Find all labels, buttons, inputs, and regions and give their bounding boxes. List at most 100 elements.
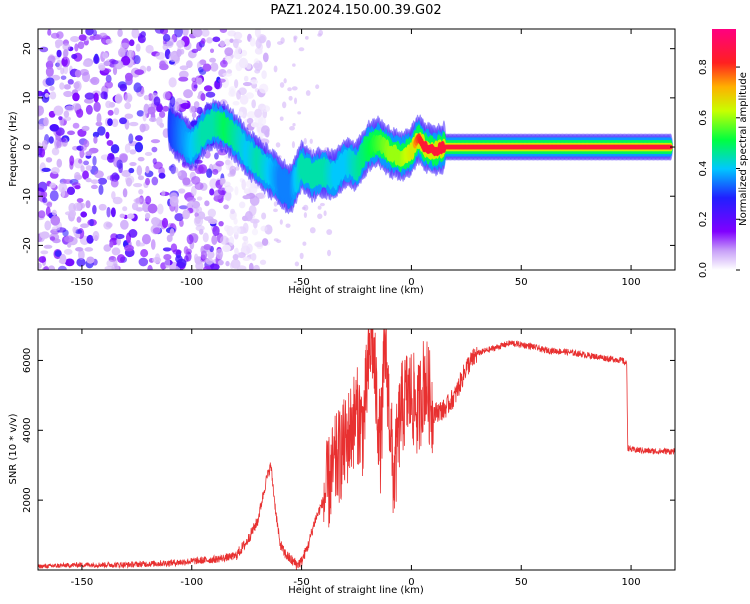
noise-blob bbox=[72, 122, 80, 129]
x-tick-label: -50 bbox=[293, 277, 309, 288]
noise-blob bbox=[62, 43, 71, 51]
noise-blob bbox=[250, 218, 260, 224]
noise-blob bbox=[110, 207, 116, 218]
noise-blob bbox=[266, 39, 271, 49]
noise-blob bbox=[116, 237, 122, 246]
noise-blob bbox=[92, 204, 97, 215]
noise-blob bbox=[205, 257, 214, 265]
noise-blob bbox=[64, 235, 74, 243]
noise-blob bbox=[54, 250, 62, 257]
noise-blob bbox=[107, 118, 113, 127]
noise-blob bbox=[200, 37, 206, 45]
noise-blob bbox=[83, 98, 94, 104]
noise-blob bbox=[97, 126, 106, 136]
noise-blob bbox=[113, 174, 120, 181]
noise-blob bbox=[170, 163, 176, 175]
noise-blob bbox=[105, 100, 112, 109]
noise-blob bbox=[219, 40, 226, 47]
noise-blob bbox=[56, 59, 63, 71]
noise-blob bbox=[38, 210, 46, 219]
noise-blob bbox=[80, 223, 89, 229]
noise-blob bbox=[273, 65, 278, 73]
noise-blob bbox=[152, 227, 161, 234]
noise-blob bbox=[117, 29, 123, 38]
noise-blob bbox=[60, 75, 67, 80]
noise-blob bbox=[215, 248, 224, 260]
noise-blob bbox=[76, 216, 82, 223]
noise-blob bbox=[207, 250, 215, 259]
noise-blob bbox=[145, 195, 152, 205]
noise-blob bbox=[106, 206, 111, 218]
noise-blob bbox=[85, 104, 93, 115]
noise-blob bbox=[248, 262, 254, 270]
noise-blob bbox=[242, 256, 251, 261]
noise-blob bbox=[193, 101, 200, 109]
noise-blob bbox=[155, 51, 166, 60]
spectrogram-ridge-layer bbox=[167, 98, 673, 215]
noise-blob bbox=[102, 52, 109, 59]
noise-blob bbox=[161, 190, 166, 197]
noise-blob bbox=[224, 186, 234, 193]
noise-blob bbox=[59, 82, 65, 90]
noise-blob bbox=[71, 182, 81, 188]
noise-blob bbox=[81, 144, 87, 151]
noise-blob bbox=[103, 60, 111, 67]
noise-blob bbox=[38, 262, 42, 269]
noise-blob bbox=[209, 178, 218, 189]
noise-blob bbox=[151, 216, 160, 226]
noise-blob bbox=[85, 177, 92, 183]
noise-blob bbox=[105, 38, 113, 44]
noise-blob bbox=[92, 230, 100, 241]
noise-blob bbox=[92, 29, 98, 36]
noise-blob bbox=[78, 158, 83, 164]
noise-blob bbox=[144, 151, 153, 157]
noise-blob bbox=[237, 252, 246, 259]
noise-blob bbox=[169, 195, 179, 207]
noise-blob bbox=[209, 57, 217, 63]
noise-blob bbox=[83, 160, 90, 166]
noise-blob bbox=[101, 38, 106, 44]
noise-blob bbox=[232, 225, 241, 235]
noise-blob bbox=[47, 55, 56, 64]
noise-blob bbox=[188, 200, 194, 206]
noise-blob bbox=[104, 81, 114, 89]
noise-blob bbox=[230, 258, 241, 269]
noise-blob bbox=[317, 205, 322, 210]
noise-blob bbox=[259, 259, 267, 265]
noise-blob bbox=[110, 144, 120, 154]
y-tick-label: -10 bbox=[22, 188, 33, 204]
noise-blob bbox=[224, 47, 234, 57]
noise-blob bbox=[202, 232, 209, 243]
noise-blob bbox=[110, 233, 118, 241]
noise-blob bbox=[200, 93, 206, 102]
colorbar-gradient bbox=[712, 29, 736, 270]
noise-blob bbox=[124, 175, 135, 184]
noise-blob bbox=[304, 35, 309, 40]
noise-blob bbox=[241, 242, 247, 251]
noise-blob bbox=[166, 234, 173, 243]
noise-blob bbox=[242, 195, 251, 200]
noise-blob bbox=[38, 123, 45, 130]
noise-blob bbox=[153, 96, 161, 106]
noise-blob bbox=[282, 101, 287, 109]
noise-blob bbox=[283, 78, 287, 84]
noise-blob bbox=[68, 202, 77, 213]
noise-blob bbox=[84, 247, 94, 252]
spectrogram-frame bbox=[37, 28, 676, 271]
noise-blob bbox=[49, 123, 60, 132]
noise-blob bbox=[60, 67, 65, 75]
noise-blob bbox=[193, 253, 199, 262]
noise-blob bbox=[72, 92, 80, 102]
noise-blob bbox=[303, 137, 307, 145]
noise-blob bbox=[203, 265, 212, 270]
noise-blob bbox=[229, 38, 234, 43]
noise-blob bbox=[211, 234, 218, 246]
noise-blob bbox=[116, 159, 123, 169]
noise-blob bbox=[169, 228, 175, 237]
noise-blob bbox=[105, 74, 112, 83]
noise-blob bbox=[183, 246, 189, 255]
noise-blob bbox=[155, 253, 160, 262]
x-tick-label: 0 bbox=[408, 577, 414, 588]
